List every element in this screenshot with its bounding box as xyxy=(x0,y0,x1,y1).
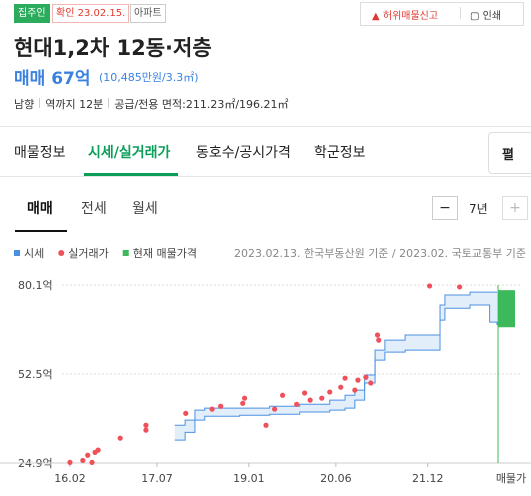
y-tick-label: 52.5억 xyxy=(18,368,53,381)
detail: 남향 xyxy=(14,98,35,111)
transaction-point xyxy=(183,410,189,416)
print-text: 인쇄 xyxy=(482,11,502,22)
transaction-point xyxy=(271,406,278,412)
transaction-point xyxy=(263,422,269,428)
separator xyxy=(39,98,41,108)
x-tick-label: 20.06 xyxy=(320,472,352,485)
transaction-point xyxy=(307,397,313,403)
transaction-point xyxy=(352,387,358,393)
transaction-point xyxy=(427,283,433,289)
transaction-point xyxy=(376,337,382,343)
transaction-point xyxy=(338,384,344,390)
subtab[interactable]: 월세 xyxy=(132,201,158,217)
transaction-point xyxy=(319,395,325,401)
subtab-underline xyxy=(15,230,67,232)
verified-badge: 확인 23.02.15. xyxy=(52,4,130,23)
transaction-point xyxy=(279,392,286,398)
transaction-point xyxy=(67,459,73,465)
transaction-point xyxy=(374,332,381,338)
tab[interactable]: 시세/실거래가 xyxy=(88,145,171,161)
transaction-point xyxy=(209,406,215,412)
transaction-point xyxy=(95,447,101,453)
transaction-point xyxy=(355,377,361,383)
subtab[interactable]: 전세 xyxy=(81,201,107,217)
separator xyxy=(108,98,110,108)
action-box xyxy=(360,2,524,26)
transaction-point xyxy=(89,459,95,465)
x-tick-label: 19.01 xyxy=(233,472,265,485)
more-text: 펼 xyxy=(502,148,514,163)
separator xyxy=(460,7,461,19)
more-button[interactable] xyxy=(488,132,531,174)
period: 7년 xyxy=(469,202,488,216)
price: 매매 67억 xyxy=(14,69,91,89)
transaction-point xyxy=(85,452,91,458)
transaction-point xyxy=(457,284,463,290)
transaction-point xyxy=(143,422,149,428)
report-button[interactable]: ▲ 허위매물신고 xyxy=(372,11,439,22)
legend-text: 시세 xyxy=(24,247,44,260)
period-minus[interactable]: − xyxy=(432,196,458,220)
transaction-point xyxy=(117,435,123,441)
subtabs: 매매 전세 월세 xyxy=(0,186,420,234)
subtab[interactable]: 매매 xyxy=(27,201,53,217)
transaction-point xyxy=(143,427,149,433)
transaction-point xyxy=(294,401,300,407)
transaction-point xyxy=(240,400,246,406)
transaction-point xyxy=(218,403,224,409)
divider xyxy=(0,176,531,177)
transaction-point xyxy=(342,375,348,381)
tabs: 매물정보 시세/실거래가 동호수/공시가격 학군정보 펼 xyxy=(0,128,531,176)
transaction-point xyxy=(363,374,369,380)
detail: 역까지 12분 xyxy=(45,98,104,111)
detail: 공급/전용 면적:211.23㎡/196.21㎡ xyxy=(114,98,289,111)
source: 2023.02.13. 한국부동산원 기준 / 2023.02. 국토교통부 기… xyxy=(234,247,526,260)
period-plus[interactable]: + xyxy=(502,196,528,220)
tab-underline xyxy=(84,173,178,176)
tab[interactable]: 매물정보 xyxy=(14,145,66,161)
legend-swatch xyxy=(58,250,65,256)
transaction-point xyxy=(80,457,86,464)
title: 현대1,2차 12동·저층 xyxy=(14,36,212,60)
legend-swatch xyxy=(14,250,20,256)
owner-badge: 집주인 xyxy=(14,4,50,23)
x-tick-label: 16.02 xyxy=(54,472,86,485)
price-per-area: (10,485만원/3.3㎡) xyxy=(99,71,199,84)
report-text: 허위매물신고 xyxy=(382,11,439,22)
legend-text: 현재 매물가격 xyxy=(133,247,197,260)
listing-range xyxy=(498,290,515,328)
x-tick-label: 21.12 xyxy=(412,472,444,485)
divider xyxy=(0,126,531,127)
legend-swatch xyxy=(122,250,129,256)
listing-label: 매물가 xyxy=(496,472,526,485)
band-lower xyxy=(174,304,498,441)
transaction-point xyxy=(241,395,248,401)
transaction-point xyxy=(327,389,333,395)
transaction-point xyxy=(302,390,308,396)
type-badge: 아파트 xyxy=(130,4,166,23)
transaction-point xyxy=(368,380,374,386)
price-band xyxy=(174,292,497,441)
y-tick-label: 80.1억 xyxy=(18,279,53,292)
tab[interactable]: 동호수/공시가격 xyxy=(196,145,291,161)
x-tick-label: 17.07 xyxy=(141,472,173,485)
tab[interactable]: 학군정보 xyxy=(314,145,366,161)
print-button[interactable]: ▢ 인쇄 xyxy=(470,11,502,22)
details: 남향 역까지 12분 공급/전용 면적:211.23㎡/196.21㎡ xyxy=(14,96,289,112)
legend-text: 실거래가 xyxy=(68,247,108,260)
